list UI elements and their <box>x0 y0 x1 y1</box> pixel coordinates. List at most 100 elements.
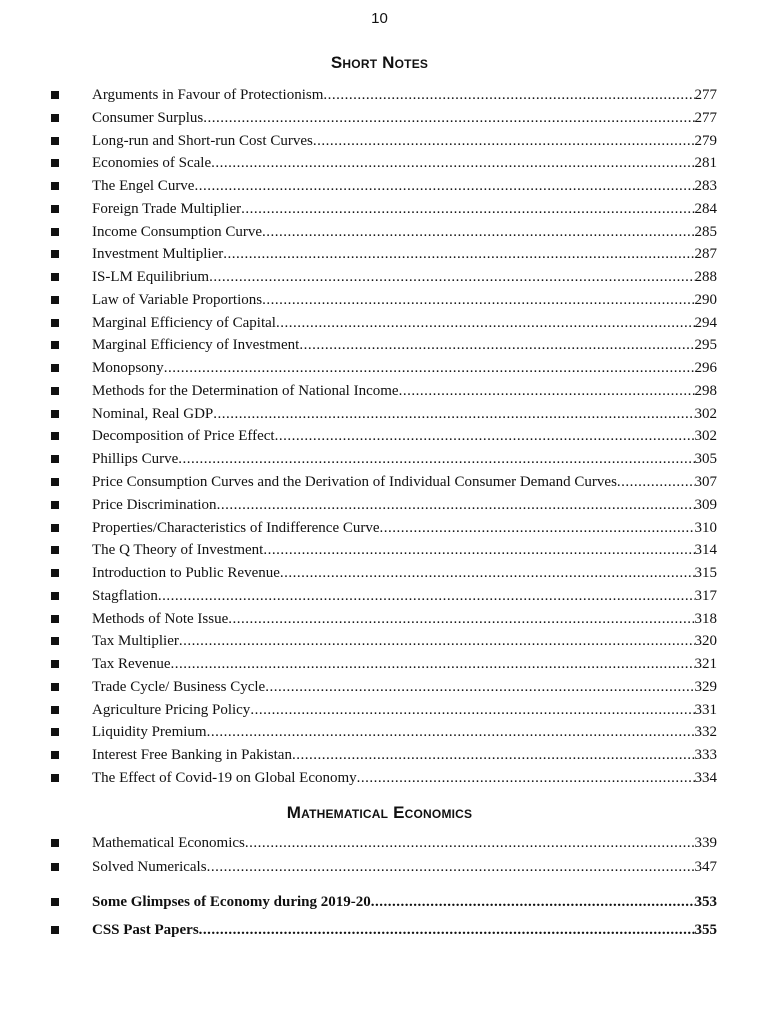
entry-title: Decomposition of Price Effect <box>92 428 275 445</box>
entry-page-number: 290 <box>694 291 718 308</box>
entry-title: Agriculture Pricing Policy <box>92 701 251 718</box>
toc-entry[interactable]: Tax Revenue 321 <box>0 653 759 676</box>
square-bullet-icon <box>51 182 59 191</box>
toc-entry[interactable]: The Engel Curve 283 <box>0 175 759 198</box>
toc-entry[interactable]: The Q Theory of Investment 314 <box>0 539 759 562</box>
entry-page-number: 288 <box>694 269 718 286</box>
toc-entry[interactable]: Monopsony 296 <box>0 357 759 380</box>
toc-entry[interactable]: Long-run and Short-run Cost Curves 279 <box>0 130 759 153</box>
toc-entry-line: Introduction to Public Revenue 315 <box>92 562 717 585</box>
entry-page-number: 353 <box>694 894 718 910</box>
toc-entry[interactable]: Solved Numericals 347 <box>0 856 759 880</box>
square-bullet-icon <box>51 637 59 646</box>
leader-dots <box>158 585 695 608</box>
entry-title: Mathematical Economics <box>92 835 245 851</box>
toc-entry[interactable]: Economies of Scale 281 <box>0 152 759 175</box>
entry-title: Introduction to Public Revenue <box>92 565 280 582</box>
toc-entry[interactable]: Arguments in Favour of Protectionism 277 <box>0 84 759 107</box>
toc-entry[interactable]: Stagflation 317 <box>0 585 759 608</box>
entry-title: Nominal, Real GDP <box>92 405 214 422</box>
toc-entry-line: Marginal Efficiency of Investment 295 <box>92 334 717 357</box>
toc-entry-line: Liquidity Premium 332 <box>92 721 717 744</box>
toc-entry[interactable]: Properties/Characteristics of Indifferen… <box>0 517 759 540</box>
entry-title: Price Consumption Curves and the Derivat… <box>92 474 617 491</box>
toc-entry-line: Mathematical Economics 339 <box>92 832 717 855</box>
entry-page-number: 279 <box>694 132 718 149</box>
entry-page-number: 331 <box>694 701 718 718</box>
toc-entry[interactable]: Marginal Efficiency of Investment 295 <box>0 334 759 357</box>
short-notes-list: Arguments in Favour of Protectionism277C… <box>0 84 759 790</box>
entry-title: Foreign Trade Multiplier <box>92 200 242 217</box>
toc-entry[interactable]: Mathematical Economics 339 <box>0 832 759 856</box>
entry-page-number: 283 <box>694 178 718 195</box>
toc-entry[interactable]: Methods of Note Issue 318 <box>0 608 759 631</box>
square-bullet-icon <box>51 839 59 847</box>
toc-entry[interactable]: Tax Multiplier 320 <box>0 630 759 653</box>
toc-entry[interactable]: CSS Past Papers 355 <box>0 919 759 947</box>
toc-entry[interactable]: Foreign Trade Multiplier 284 <box>0 198 759 221</box>
toc-entry[interactable]: Some Glimpses of Economy during 2019-20 3… <box>0 891 759 919</box>
entry-title: Solved Numericals <box>92 859 207 875</box>
entry-title: Liquidity Premium <box>92 724 207 741</box>
toc-entry[interactable]: Investment Multiplier 287 <box>0 243 759 266</box>
toc-entry[interactable]: The Effect of Covid-19 on Global Economy… <box>0 767 759 790</box>
toc-entry[interactable]: Nominal, Real GDP 302 <box>0 403 759 426</box>
toc-entry[interactable]: Income Consumption Curve 285 <box>0 221 759 244</box>
toc-entry[interactable]: Marginal Efficiency of Capital 294 <box>0 312 759 335</box>
entry-title: Long-run and Short-run Cost Curves <box>92 132 313 149</box>
toc-entry[interactable]: IS-LM Equilibrium 288 <box>0 266 759 289</box>
toc-entry[interactable]: Trade Cycle/ Business Cycle 329 <box>0 676 759 699</box>
mathematical-economics-list: Mathematical Economics 339 Solved Numerica… <box>0 832 759 880</box>
toc-entry[interactable]: Methods for the Determination of Nationa… <box>0 380 759 403</box>
square-bullet-icon <box>51 273 59 282</box>
leader-dots <box>262 289 694 312</box>
square-bullet-icon <box>51 660 59 669</box>
toc-entry-line: The Effect of Covid-19 on Global Economy… <box>92 767 717 790</box>
toc-entry[interactable]: Interest Free Banking in Pakistan 333 <box>0 744 759 767</box>
toc-entry-line: IS-LM Equilibrium 288 <box>92 266 717 289</box>
toc-entry-line: Price Discrimination 309 <box>92 494 717 517</box>
entry-title: Methods for the Determination of Nationa… <box>92 382 399 399</box>
square-bullet-icon <box>51 318 59 327</box>
entry-title: Economies of Scale <box>92 155 212 172</box>
entry-title: Marginal Efficiency of Investment <box>92 337 300 354</box>
toc-entry-line: Tax Revenue 321 <box>92 653 717 676</box>
entry-title: The Q Theory of Investment <box>92 542 264 559</box>
entry-page-number: 277 <box>694 87 718 103</box>
toc-entry[interactable]: Phillips Curve 305 <box>0 448 759 471</box>
toc-entry[interactable]: Price Discrimination 309 <box>0 494 759 517</box>
toc-entry[interactable]: Introduction to Public Revenue 315 <box>0 562 759 585</box>
toc-entry-line: Phillips Curve 305 <box>92 448 717 471</box>
leader-dots <box>199 919 695 942</box>
entry-page-number: 334 <box>694 769 718 786</box>
toc-entry-line: Some Glimpses of Economy during 2019-20 3… <box>92 891 717 914</box>
toc-entry-line: Solved Numericals 347 <box>92 856 717 879</box>
toc-entry-line: Monopsony 296 <box>92 357 717 380</box>
leader-dots <box>179 630 695 653</box>
toc-entry[interactable]: Decomposition of Price Effect 302 <box>0 425 759 448</box>
toc-entry[interactable]: Consumer Surplus 277 <box>0 107 759 130</box>
square-bullet-icon <box>51 386 59 395</box>
toc-entry-line: Law of Variable Proportions 290 <box>92 289 717 312</box>
leader-dots <box>380 517 695 540</box>
leader-dots <box>217 494 695 517</box>
toc-entry-line: Agriculture Pricing Policy 331 <box>92 699 717 722</box>
square-bullet-icon <box>51 751 59 760</box>
square-bullet-icon <box>51 523 59 532</box>
entry-page-number: 302 <box>694 405 718 422</box>
entry-page-number: 355 <box>694 922 718 938</box>
toc-entry[interactable]: Law of Variable Proportions 290 <box>0 289 759 312</box>
toc-entry[interactable]: Liquidity Premium 332 <box>0 721 759 744</box>
leader-dots <box>313 130 695 153</box>
leader-dots <box>357 767 695 790</box>
toc-entry[interactable]: Price Consumption Curves and the Derivat… <box>0 471 759 494</box>
entry-title: The Engel Curve <box>92 178 195 195</box>
square-bullet-icon <box>51 569 59 578</box>
toc-entry-line: The Q Theory of Investment 314 <box>92 539 717 562</box>
toc-entry[interactable]: Agriculture Pricing Policy 331 <box>0 699 759 722</box>
square-bullet-icon <box>51 773 59 782</box>
entry-page-number: 295 <box>694 337 718 354</box>
entry-page-number: 318 <box>694 610 718 627</box>
square-bullet-icon <box>51 204 59 213</box>
square-bullet-icon <box>51 432 59 441</box>
